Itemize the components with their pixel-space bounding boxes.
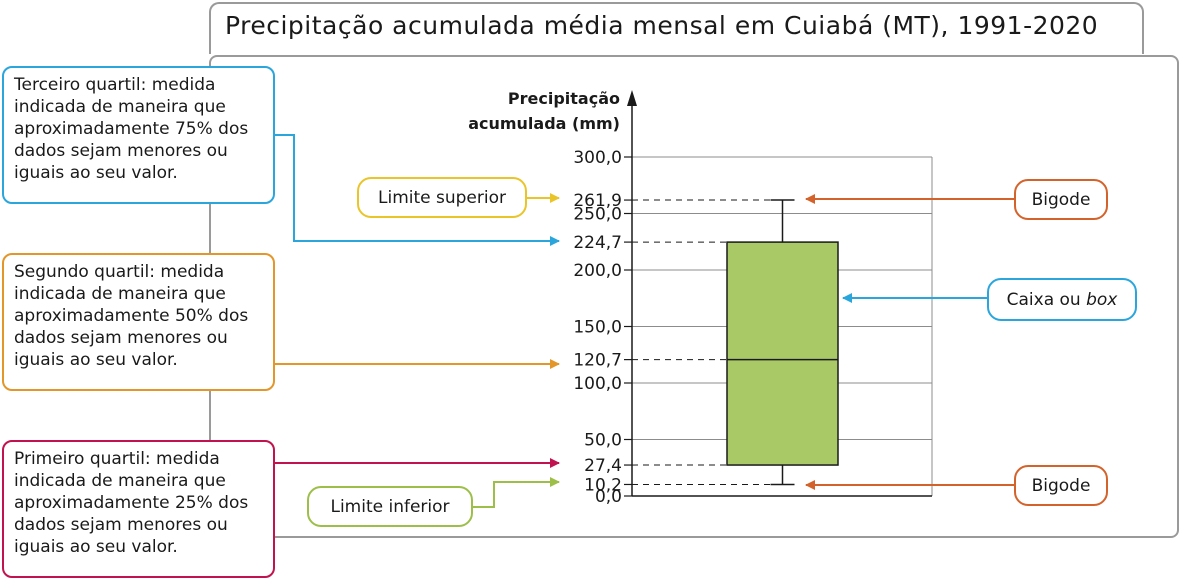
- y-tick-label: 0,0: [595, 487, 622, 507]
- second-quartile-callout: Segundo quartil: medida indicada de mane…: [2, 253, 275, 391]
- y-tick-label: 27,4: [584, 456, 622, 476]
- box-callout: Caixa ou box: [987, 278, 1137, 321]
- y-tick-label: 10,2: [584, 475, 622, 495]
- y-tick-labels: 0,0 50,0 100,0 150,0 200,0 250,0 300,0 261,9 224…: [573, 148, 622, 507]
- lower-whisker-callout: Bigode: [1014, 465, 1108, 506]
- box-plot: [726, 199, 839, 486]
- third-quartile-callout: Terceiro quartil: medida indicada de man…: [2, 66, 275, 204]
- y-tick-label: 120,7: [573, 351, 622, 371]
- y-axis: Precipitação acumulada (mm): [468, 89, 932, 497]
- y-tick-label: 261,9: [573, 191, 622, 211]
- first-quartile-callout: Primeiro quartil: medida indicada de man…: [2, 440, 275, 578]
- q3-arrow: [275, 134, 560, 246]
- upper-whisker-callout: Bigode: [1014, 179, 1108, 220]
- y-tick-label: 250,0: [573, 205, 622, 225]
- box-callout-label: Caixa ou: [1006, 289, 1081, 310]
- y-tick-label: 50,0: [584, 431, 622, 451]
- title-tab: Precipitação acumulada média mensal em C…: [209, 2, 1144, 54]
- upper-limit-callout: Limite superior: [357, 177, 527, 218]
- box-callout-italic: box: [1086, 289, 1118, 310]
- y-axis-arrowhead: [627, 90, 637, 106]
- y-axis-label: acumulada (mm): [468, 114, 620, 133]
- y-tick-label: 224,7: [573, 233, 622, 253]
- lower-limit-arrow: [473, 477, 560, 508]
- y-axis-label: Precipitação: [508, 89, 620, 108]
- y-tick-label: 200,0: [573, 261, 622, 281]
- y-tick-label: 100,0: [573, 374, 622, 394]
- iqr-box: [726, 241, 839, 466]
- dashed-guides: [632, 199, 771, 485]
- y-tick-label: 300,0: [573, 148, 622, 168]
- chart-title: Precipitação acumulada média mensal em C…: [225, 11, 1099, 40]
- y-tick-label: 150,0: [573, 318, 622, 338]
- callout-arrows: [275, 134, 1014, 508]
- lower-limit-callout: Limite inferior: [307, 486, 473, 527]
